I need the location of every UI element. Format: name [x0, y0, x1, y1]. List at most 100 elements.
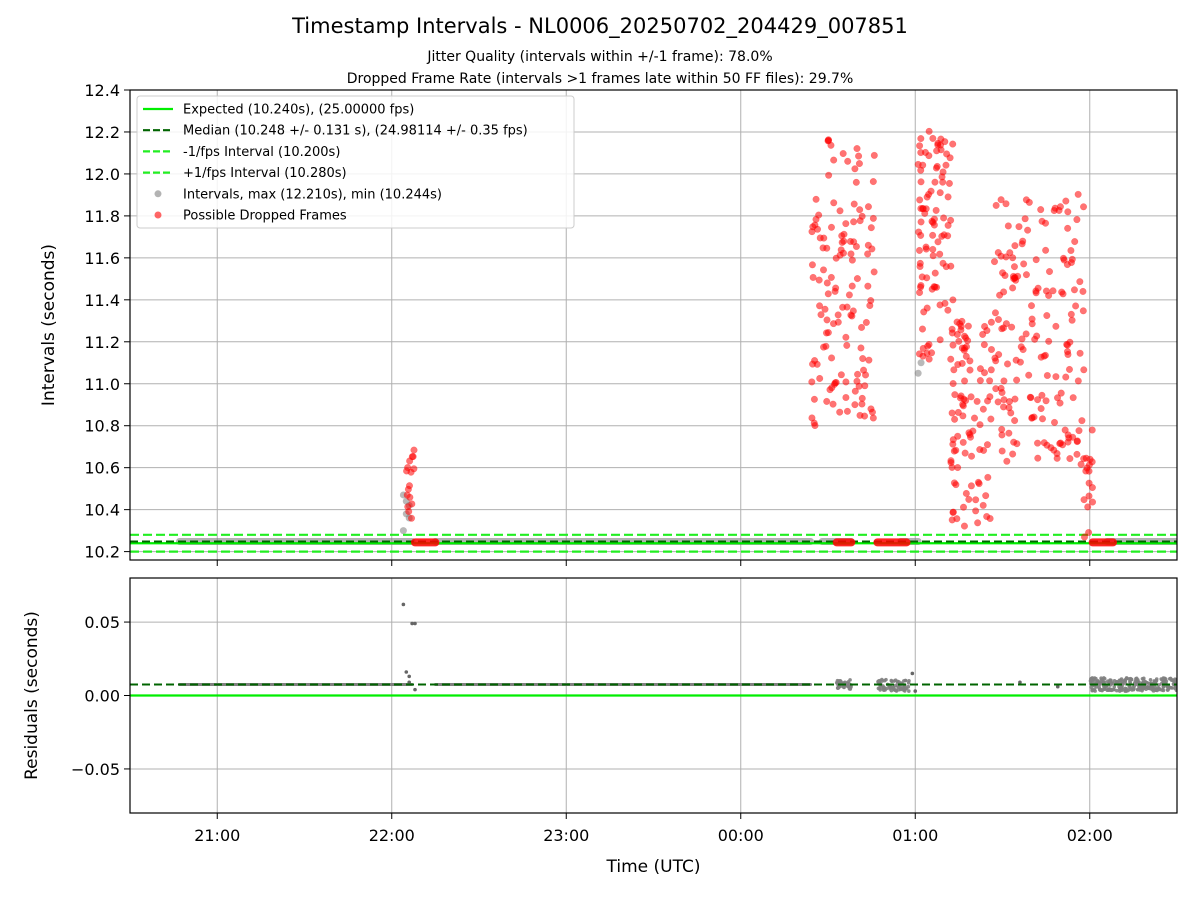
dropped-frame-point [917, 166, 925, 174]
dropped-frame-point [808, 261, 816, 269]
dropped-frame-point [987, 318, 995, 326]
dropped-frame-point [1043, 312, 1051, 320]
top-panel-y-tick-label: 11.6 [84, 249, 120, 268]
dropped-frame-point [976, 365, 984, 373]
dropped-frame-point [845, 291, 853, 299]
dropped-frame-point [843, 341, 851, 349]
residual-point [1123, 679, 1127, 683]
residual-point [896, 685, 901, 690]
residual-point [848, 687, 853, 691]
dropped-frame-point [860, 366, 868, 374]
dropped-frame-point [972, 507, 980, 515]
dropped-frame-point [842, 333, 850, 341]
bottom-panel-data [130, 602, 1177, 697]
residual-point [1173, 685, 1177, 690]
dropped-frame-point [407, 514, 416, 522]
dropped-frame-point [922, 243, 930, 251]
residual-point [1055, 684, 1060, 689]
dropped-frame-point [809, 273, 817, 281]
residual-point [1147, 681, 1151, 686]
dropped-frame-point [976, 421, 984, 429]
dropped-frame-point [864, 241, 872, 249]
residual-point [1107, 679, 1112, 684]
residual-point [882, 688, 886, 692]
dropped-frame-point [997, 196, 1005, 204]
residual-point [413, 687, 417, 692]
dropped-frame-point [949, 140, 957, 148]
dropped-frame-point [934, 238, 942, 246]
dropped-frame-point [855, 160, 863, 168]
legend-entry-label: -1/fps Interval (10.200s) [183, 145, 340, 160]
residual-point [1136, 677, 1140, 682]
dropped-frame-point [1042, 397, 1050, 405]
dropped-frame-point [842, 378, 850, 386]
dropped-frame-point [959, 400, 967, 409]
dropped-frame-point [949, 440, 957, 448]
dropped-frame-point [959, 503, 968, 511]
dropped-frame-point [929, 231, 937, 239]
interval-point [914, 369, 922, 377]
residual-point [1101, 680, 1105, 684]
dropped-frame-point [1076, 278, 1084, 286]
dropped-frame-point [851, 165, 859, 173]
dropped-frame-point [821, 305, 829, 313]
dropped-frame-point [947, 216, 955, 224]
dropped-frame-point [858, 400, 866, 408]
residual-point [1108, 688, 1113, 692]
dropped-frame-point [847, 250, 855, 258]
dropped-frame-point [808, 414, 816, 422]
x-tick-label: 00:00 [718, 826, 764, 845]
dropped-frame-point [853, 275, 861, 283]
dropped-frame-point [1049, 287, 1057, 295]
residual-point [1145, 685, 1150, 689]
dropped-frame-point [925, 355, 933, 363]
dropped-frame-point [960, 332, 969, 340]
dropped-frame-point [967, 452, 976, 460]
residual-point [884, 686, 889, 691]
dropped-frame-point [861, 382, 869, 390]
dropped-frame-point [867, 224, 875, 232]
residual-point [902, 679, 906, 683]
dropped-frame-point [915, 228, 923, 236]
bottom-panel-y-tick-label: 0.00 [84, 687, 120, 706]
dropped-frame-point [1045, 337, 1053, 345]
dropped-frame-point [958, 359, 966, 368]
dropped-frame-point [1069, 394, 1077, 402]
bottom-panel-y-tick-label: −0.05 [71, 760, 120, 779]
dropped-frame-point [959, 412, 967, 420]
residual-point [413, 621, 417, 626]
dropped-frame-point [1061, 426, 1069, 434]
dropped-frame-point [1080, 496, 1088, 504]
interval-point [917, 359, 925, 367]
dropped-frame-point [1011, 417, 1019, 425]
dropped-frame-point [994, 315, 1003, 324]
dropped-frame-point [1028, 315, 1036, 323]
legend-entry-label: Possible Dropped Frames [183, 209, 347, 224]
residual-point [401, 602, 406, 607]
residual-point [1162, 677, 1167, 681]
residual-point [1168, 676, 1173, 681]
dropped-frame-point [410, 446, 418, 454]
legend-entry-label: +1/fps Interval (10.280s) [183, 166, 347, 181]
residual-point [880, 677, 884, 682]
x-tick-label: 23:00 [543, 826, 589, 845]
dropped-frame-point [1003, 360, 1012, 368]
top-panel-y-tick-label: 10.4 [84, 501, 120, 520]
residual-point [898, 687, 903, 692]
dropped-frame-point [966, 357, 974, 365]
dropped-frame-point [983, 512, 991, 521]
residual-point [892, 685, 896, 689]
dropped-frame-point [823, 397, 831, 405]
dropped-frame-point [1015, 223, 1023, 231]
dropped-frame-point [1063, 261, 1071, 269]
residual-point [1165, 687, 1170, 692]
dropped-frame-point [987, 366, 995, 374]
dropped-frame-point [930, 221, 938, 229]
dropped-frame-point [1042, 246, 1050, 254]
dropped-frame-point [916, 196, 924, 204]
dropped-frame-point [1005, 404, 1013, 412]
dropped-frame-point [865, 356, 873, 364]
dropped-frame-point [846, 237, 854, 246]
dropped-frame-point [1075, 427, 1083, 435]
dropped-frame-point [1079, 287, 1087, 295]
